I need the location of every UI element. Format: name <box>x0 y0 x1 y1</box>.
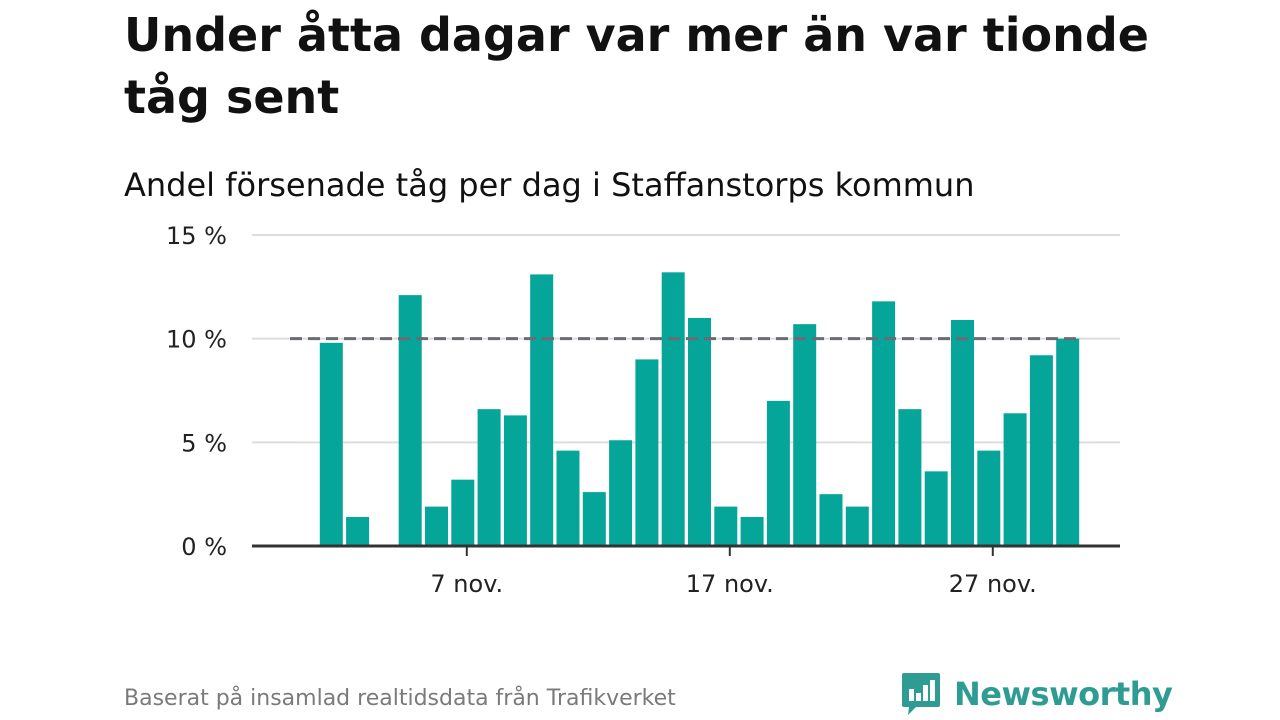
bar <box>688 317 711 546</box>
bar <box>1056 338 1080 546</box>
bar <box>635 359 659 546</box>
bar <box>898 409 922 546</box>
x-tick-label: 7 nov. <box>430 570 503 598</box>
bar <box>1003 413 1027 546</box>
bar <box>714 506 738 546</box>
bar <box>346 516 370 546</box>
bar <box>872 301 896 546</box>
brand-name: Newsworthy <box>954 675 1173 713</box>
x-tick-label: 27 nov. <box>949 570 1037 598</box>
bar <box>924 471 948 546</box>
y-tick-label: 15 % <box>166 222 227 250</box>
bar <box>556 450 580 546</box>
bars <box>319 272 1080 546</box>
bar <box>1029 519 1053 546</box>
x-tick-label: 17 nov. <box>686 570 774 598</box>
chart-subtitle: Andel försenade tåg per dag i Staffansto… <box>124 166 975 204</box>
bar <box>845 506 869 546</box>
bar <box>819 494 843 546</box>
y-tick-label: 10 % <box>166 326 227 354</box>
bar <box>661 272 685 546</box>
bar <box>740 516 764 546</box>
y-tick-label: 5 % <box>181 429 227 457</box>
x-axis <box>252 544 1120 556</box>
bar <box>530 274 554 546</box>
chart-title: Under åtta dagar var mer än var tionde t… <box>124 8 1149 124</box>
bar <box>451 479 475 546</box>
y-tick-label: 0 % <box>181 533 227 561</box>
bar <box>477 409 501 546</box>
bar <box>766 400 790 546</box>
bar <box>609 440 633 546</box>
bar <box>503 415 527 546</box>
bar <box>582 492 606 546</box>
bar <box>398 295 422 546</box>
source-note: Baserat på insamlad realtidsdata från Tr… <box>124 686 676 711</box>
bar <box>1029 355 1053 546</box>
bar <box>793 324 817 546</box>
x-axis-labels: 7 nov. 17 nov. 27 nov. <box>430 570 1036 598</box>
bar-chart-speech-bubble-icon <box>902 673 940 715</box>
bar <box>319 342 343 546</box>
bar <box>977 450 1001 546</box>
bar <box>425 506 448 546</box>
newsworthy-logo: Newsworthy <box>900 670 1173 718</box>
bar <box>951 320 974 546</box>
y-axis-labels: 0 % 5 % 10 % 15 % <box>166 222 227 561</box>
